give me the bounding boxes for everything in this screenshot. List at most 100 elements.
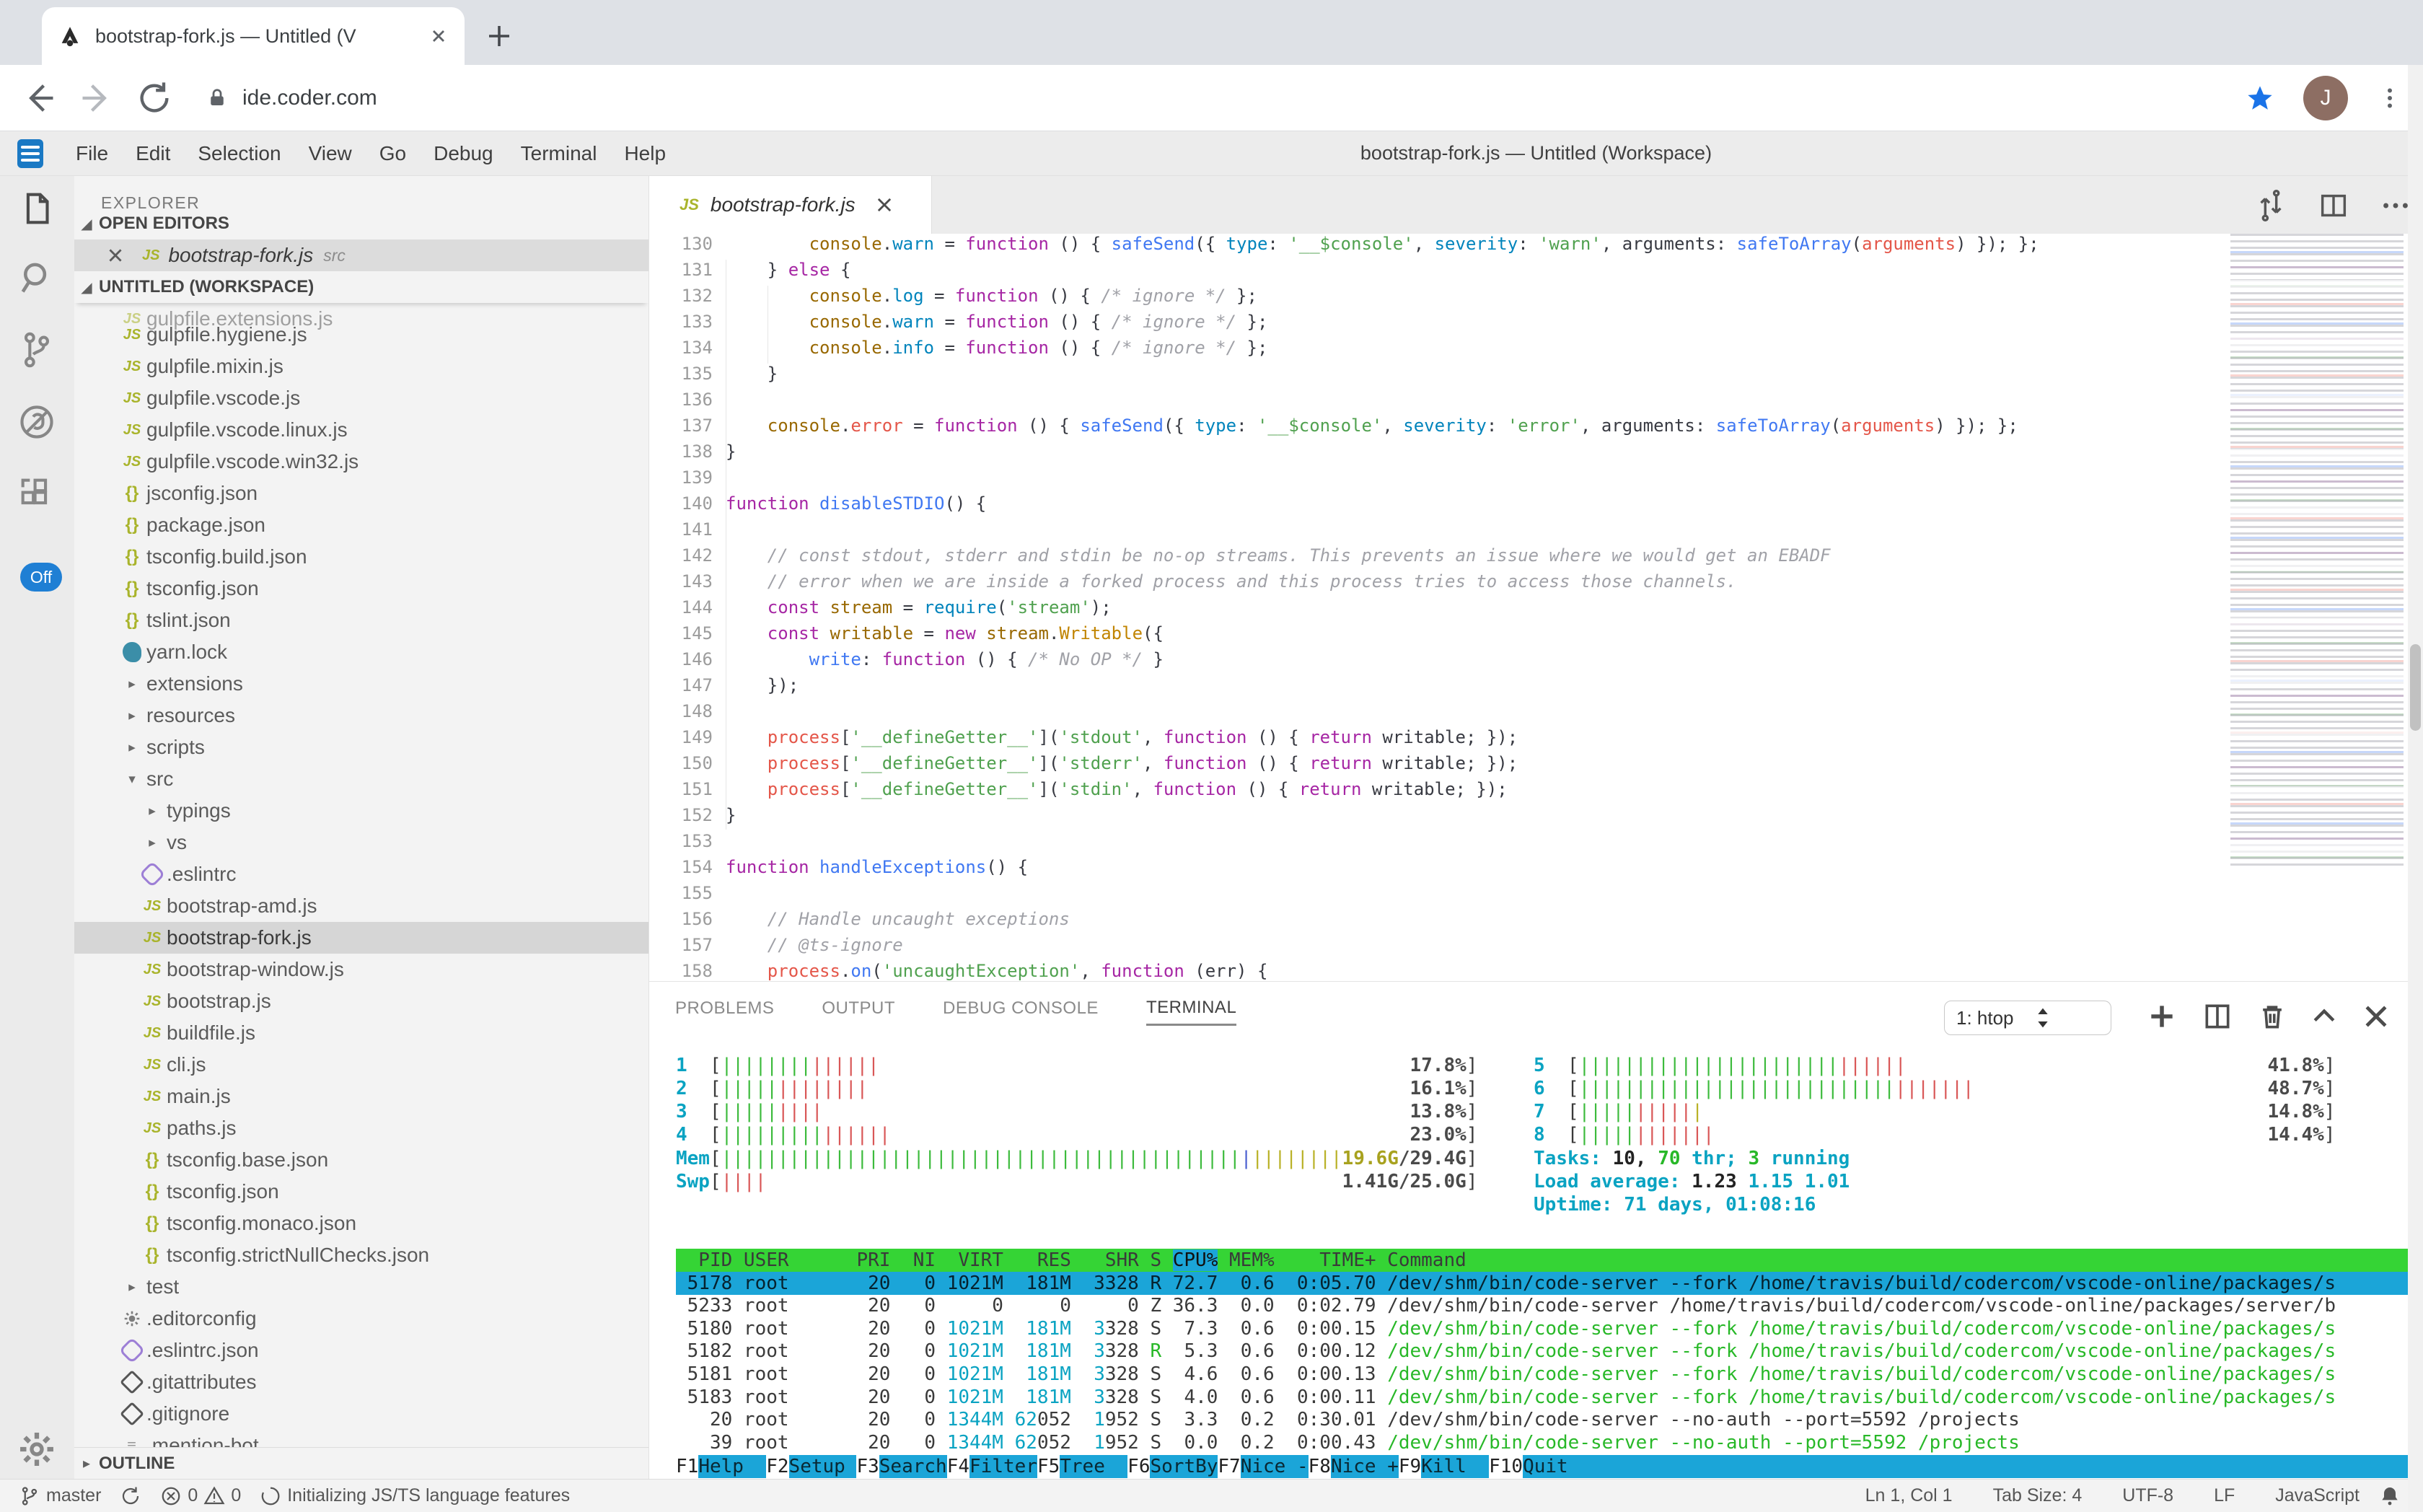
avatar[interactable]: J	[2303, 75, 2348, 120]
tab-size-indicator[interactable]: Tab Size: 4	[1992, 1485, 2083, 1506]
close-panel-icon[interactable]	[2360, 1001, 2392, 1032]
tree-item[interactable]: .editorconfig	[74, 1303, 648, 1335]
tree-item[interactable]: JS cli.js	[74, 1049, 648, 1081]
tree-item[interactable]: JS bootstrap-amd.js	[74, 890, 648, 922]
tree-item[interactable]: JS bootstrap.js	[74, 985, 648, 1017]
cursor-position[interactable]: Ln 1, Col 1	[1865, 1485, 1953, 1506]
url-bar[interactable]: ide.coder.com	[206, 86, 2246, 110]
notifications-bell-icon[interactable]	[2378, 1485, 2401, 1508]
open-editors-header[interactable]: ◢ OPEN EDITORS	[74, 208, 648, 239]
tree-item[interactable]: ▸ resources	[74, 700, 648, 731]
tree-item[interactable]: JS gulpfile.vscode.js	[74, 382, 648, 414]
menu-item-terminal[interactable]: Terminal	[520, 141, 597, 164]
fkey-f8[interactable]: F8	[1308, 1456, 1331, 1478]
menu-item-go[interactable]: Go	[379, 141, 407, 164]
maximize-panel-icon[interactable]	[2308, 1001, 2340, 1032]
source-control-icon[interactable]	[16, 329, 58, 371]
menu-item-file[interactable]: File	[76, 141, 109, 164]
debug-disabled-icon[interactable]	[16, 401, 58, 443]
fkey-f10[interactable]: F10	[1489, 1456, 1523, 1478]
tree-item[interactable]: ▸ extensions	[74, 668, 648, 700]
panel-tab-problems[interactable]: PROBLEMS	[675, 998, 775, 1018]
code-editor[interactable]: 130 console.warn = function () { safeSen…	[649, 234, 2423, 981]
kill-terminal-icon[interactable]	[2256, 1001, 2288, 1032]
terminal-output[interactable]: 1 [|||||||||||||| 17.8%] 2 [|||||||||||||…	[676, 1051, 2414, 1480]
tree-item[interactable]: {} tsconfig.monaco.json	[74, 1208, 648, 1239]
fkey-f7[interactable]: F7	[1218, 1456, 1241, 1478]
tree-item[interactable]: yarn.lock	[74, 636, 648, 668]
tree-item[interactable]: {} jsconfig.json	[74, 478, 648, 509]
fkey-f3[interactable]: F3	[856, 1456, 879, 1478]
sync-button[interactable]	[120, 1485, 141, 1507]
tree-item[interactable]: {} tsconfig.json	[74, 1176, 648, 1208]
tree-item[interactable]: .gitattributes	[74, 1366, 648, 1398]
close-icon[interactable]	[874, 195, 894, 215]
fkey-f5[interactable]: F5	[1037, 1456, 1060, 1478]
tree-item[interactable]: JS gulpfile.extensions.js	[74, 303, 648, 335]
menu-item-selection[interactable]: Selection	[198, 141, 281, 164]
tree-item[interactable]: {} tsconfig.base.json	[74, 1144, 648, 1176]
new-terminal-icon[interactable]	[2146, 1001, 2178, 1032]
problems-indicator[interactable]: 0 0	[160, 1485, 241, 1507]
fkey-f6[interactable]: F6	[1127, 1456, 1151, 1478]
menu-item-help[interactable]: Help	[624, 141, 667, 164]
encoding-indicator[interactable]: UTF-8	[2122, 1485, 2174, 1506]
tree-item[interactable]: JS bootstrap-fork.js	[74, 922, 648, 954]
search-icon[interactable]	[16, 257, 58, 299]
tree-item[interactable]: .eslintrc.json	[74, 1335, 648, 1366]
minimap[interactable]	[2230, 234, 2404, 869]
extensions-icon[interactable]	[16, 473, 58, 515]
tree-item[interactable]: {} tsconfig.build.json	[74, 541, 648, 573]
back-icon[interactable]	[20, 79, 58, 117]
settings-gear-icon[interactable]	[16, 1428, 58, 1470]
tree-item[interactable]: ▸ vs	[74, 827, 648, 858]
branch-indicator[interactable]: master	[19, 1485, 101, 1507]
new-tab-button[interactable]	[482, 19, 516, 53]
fkey-f1[interactable]: F1	[676, 1456, 699, 1478]
tree-item[interactable]: ▸ typings	[74, 795, 648, 827]
menu-item-edit[interactable]: Edit	[136, 141, 171, 164]
outline-header[interactable]: ▸ OUTLINE	[74, 1447, 648, 1479]
tree-item[interactable]: {} tsconfig.json	[74, 573, 648, 605]
tree-item[interactable]: JS gulpfile.hygiene.js	[74, 319, 648, 351]
open-editor-item[interactable]: JS bootstrap-fork.js src	[74, 239, 648, 271]
menu-item-view[interactable]: View	[308, 141, 352, 164]
editor-tab[interactable]: JS bootstrap-fork.js	[649, 176, 932, 234]
page-scrollbar-thumb[interactable]	[2410, 644, 2421, 731]
tree-item[interactable]: JS gulpfile.mixin.js	[74, 351, 648, 382]
fkey-f2[interactable]: F2	[766, 1456, 789, 1478]
forward-icon[interactable]	[78, 79, 115, 117]
fkey-f9[interactable]: F9	[1398, 1456, 1422, 1478]
panel-tab-terminal[interactable]: TERMINAL	[1145, 998, 1237, 1026]
explorer-icon[interactable]	[16, 188, 58, 229]
language-mode[interactable]: JavaScript	[2275, 1485, 2360, 1506]
panel-tab-debug-console[interactable]: DEBUG CONSOLE	[943, 998, 1099, 1018]
tree-item[interactable]: .eslintrc	[74, 858, 648, 890]
open-changes-icon[interactable]	[2254, 189, 2287, 222]
browser-tab[interactable]: bootstrap-fork.js — Untitled (V	[42, 7, 465, 65]
panel-tab-output[interactable]: OUTPUT	[822, 998, 896, 1018]
split-terminal-icon[interactable]	[2202, 1001, 2233, 1032]
terminal-session-select[interactable]: 1: htop	[1944, 1001, 2111, 1035]
tree-item[interactable]: ▸ test	[74, 1271, 648, 1303]
tree-item[interactable]: ▾ src	[74, 763, 648, 795]
tree-item[interactable]: JS gulpfile.vscode.win32.js	[74, 446, 648, 478]
fkey-f4[interactable]: F4	[946, 1456, 970, 1478]
tree-item[interactable]: .gitignore	[74, 1398, 648, 1430]
tree-item[interactable]: JS buildfile.js	[74, 1017, 648, 1049]
tree-item[interactable]: JS main.js	[74, 1081, 648, 1112]
close-icon[interactable]	[106, 246, 128, 265]
reload-icon[interactable]	[136, 79, 173, 117]
tree-item[interactable]: JS gulpfile.vscode.linux.js	[74, 414, 648, 446]
tree-item[interactable]: JS paths.js	[74, 1112, 648, 1144]
tree-item[interactable]: JS bootstrap-window.js	[74, 954, 648, 985]
bookmark-star-icon[interactable]	[2246, 84, 2274, 113]
split-editor-icon[interactable]	[2317, 189, 2350, 222]
tree-item[interactable]: ▸ scripts	[74, 731, 648, 763]
tree-item[interactable]: {} tslint.json	[74, 605, 648, 636]
tab-close-icon[interactable]	[428, 26, 449, 46]
menu-item-debug[interactable]: Debug	[434, 141, 493, 164]
eol-indicator[interactable]: LF	[2214, 1485, 2235, 1506]
more-actions-icon[interactable]	[2379, 189, 2412, 222]
tree-item[interactable]: {} package.json	[74, 509, 648, 541]
